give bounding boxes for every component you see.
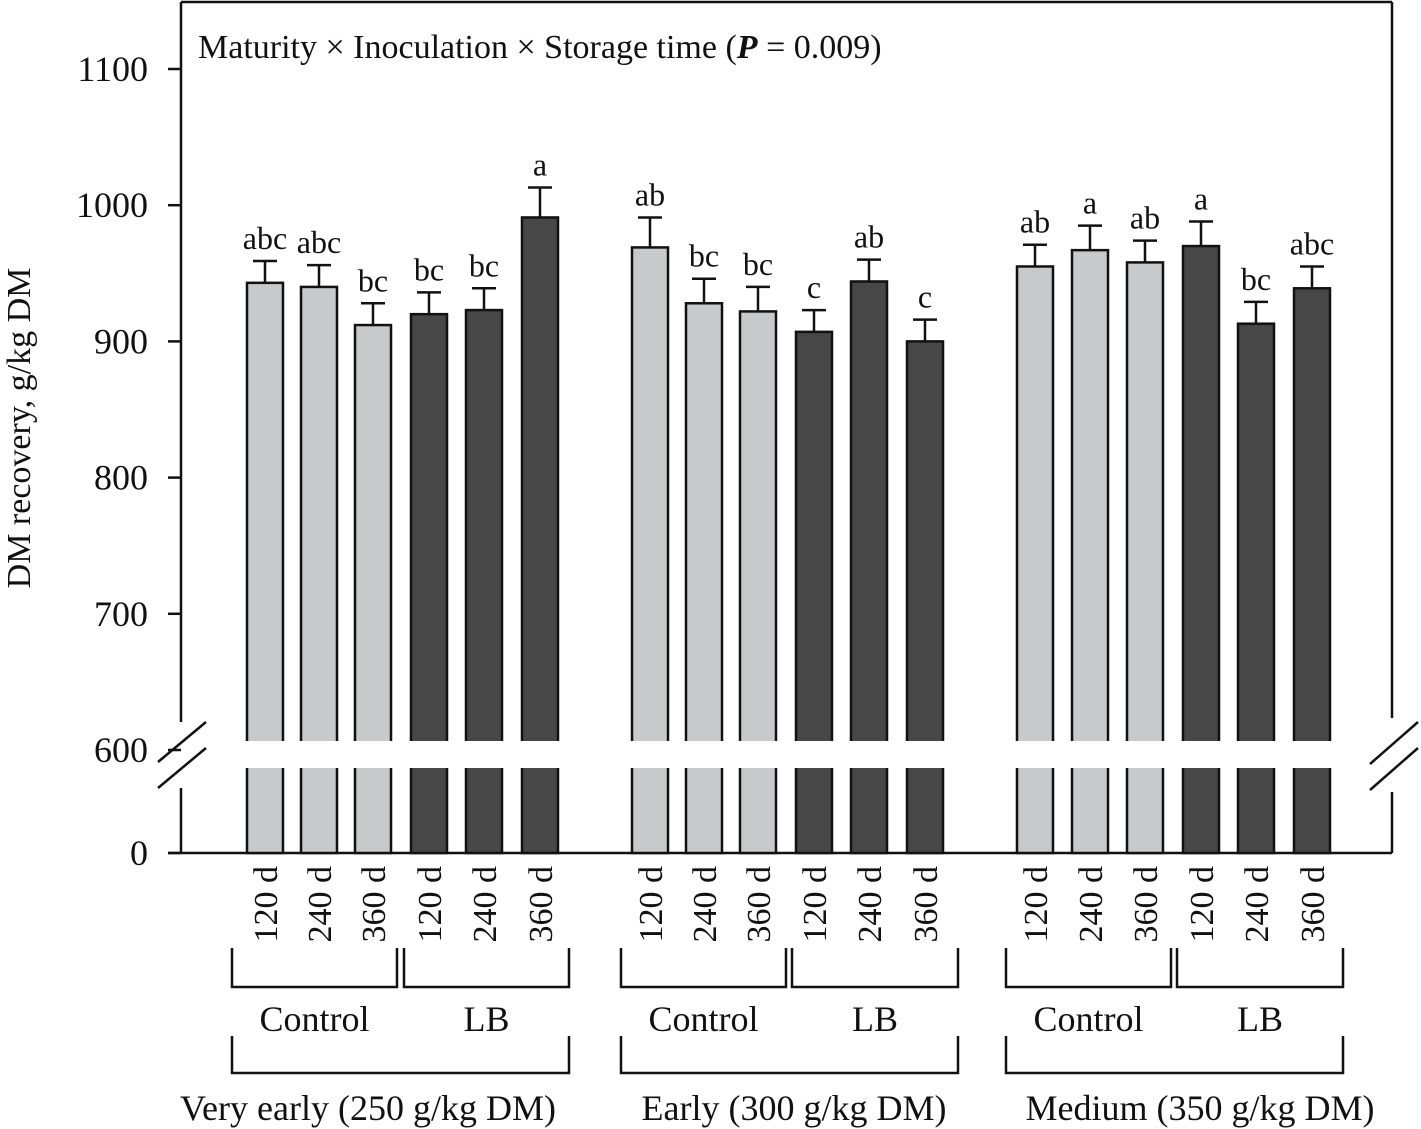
inoculation-label: Control	[1033, 999, 1143, 1039]
x-tick-label: 240 d	[302, 866, 339, 943]
significance-label: bc	[1241, 261, 1271, 297]
x-tick-label: 240 d	[1239, 866, 1276, 943]
significance-label: ab	[1130, 200, 1160, 236]
x-tick-label: 120 d	[797, 866, 834, 943]
bar	[355, 325, 391, 853]
bar	[1294, 288, 1330, 853]
x-tick-label: 120 d	[1184, 866, 1221, 943]
maturity-label: Very early (250 g/kg DM)	[180, 1088, 556, 1128]
bar	[1238, 324, 1274, 853]
significance-label: bc	[743, 246, 773, 282]
significance-label: bc	[414, 251, 444, 287]
x-tick-label: 360 d	[1295, 866, 1332, 943]
maturity-label: Medium (350 g/kg DM)	[1026, 1088, 1375, 1128]
right-axis-break-mark-2	[1370, 748, 1418, 790]
significance-label: ab	[1020, 204, 1050, 240]
inoculation-label: LB	[1237, 999, 1283, 1039]
chart-title: Maturity × Inoculation × Storage time (P…	[198, 29, 882, 66]
maturity-bracket	[1006, 1036, 1343, 1073]
dm-recovery-chart: 110010009008007006000abc120 dabc240 dbc3…	[0, 0, 1421, 1129]
y-axis-break-mark-2	[158, 748, 206, 788]
bar-break-gap	[1235, 741, 1277, 768]
inoculation-bracket	[1177, 948, 1343, 987]
significance-label: a	[1083, 185, 1097, 221]
y-tick-label: 600	[94, 730, 148, 770]
x-tick-label: 360 d	[356, 866, 393, 943]
bar	[686, 303, 722, 853]
bar-break-gap	[683, 741, 725, 768]
bar-break-gap	[298, 741, 340, 768]
right-axis-break-mark-1	[1370, 722, 1418, 764]
bar-break-gap	[352, 741, 394, 768]
bar-break-gap	[904, 741, 946, 768]
bar-break-gap	[1014, 741, 1056, 768]
x-tick-label: 120 d	[633, 866, 670, 943]
x-tick-label: 360 d	[908, 866, 945, 943]
significance-label: bc	[358, 262, 388, 298]
inoculation-bracket	[792, 948, 958, 987]
x-tick-label: 120 d	[248, 866, 285, 943]
bars	[244, 187, 1333, 853]
bar	[411, 314, 447, 853]
inoculation-label: Control	[259, 999, 369, 1039]
bar-break-gap	[1180, 741, 1222, 768]
bar	[796, 332, 832, 853]
bar-break-gap	[737, 741, 779, 768]
bar	[907, 341, 943, 853]
bar-break-gap	[793, 741, 835, 768]
bar-break-gap	[629, 741, 671, 768]
significance-label: ab	[635, 176, 665, 212]
significance-label: a	[1194, 181, 1208, 217]
bar-break-gap	[1069, 741, 1111, 768]
bar-break-gap	[519, 741, 561, 768]
inoculation-bracket	[404, 948, 569, 987]
plot-frame	[158, 2, 1418, 1073]
y-tick-label: 900	[94, 321, 148, 361]
significance-label: bc	[689, 238, 719, 274]
significance-label: abc	[243, 220, 287, 256]
x-tick-label: 240 d	[687, 866, 724, 943]
y-tick-label: 1000	[76, 185, 148, 225]
x-tick-label: 360 d	[523, 866, 560, 943]
significance-label: abc	[297, 224, 341, 260]
bar-break-gap	[848, 741, 890, 768]
bar	[466, 310, 502, 853]
significance-label: bc	[469, 247, 499, 283]
significance-label: ab	[854, 219, 884, 255]
inoculation-label: LB	[463, 999, 509, 1039]
significance-label: c	[807, 269, 821, 305]
maturity-label: Early (300 g/kg DM)	[642, 1088, 947, 1128]
significance-label: c	[918, 279, 932, 315]
bar-break-gap	[1291, 741, 1333, 768]
significance-label: a	[533, 146, 547, 182]
bar-break-gap	[408, 741, 450, 768]
maturity-bracket	[232, 1036, 569, 1073]
bar	[740, 311, 776, 853]
bar-break-gap	[1124, 741, 1166, 768]
x-tick-label: 240 d	[1073, 866, 1110, 943]
x-tick-label: 120 d	[412, 866, 449, 943]
y-axis-break-mark-1	[158, 722, 206, 762]
y-axis-label: DM recovery, g/kg DM	[1, 268, 38, 589]
significance-label: abc	[1290, 225, 1334, 261]
x-tick-label: 360 d	[1128, 866, 1165, 943]
y-tick-label: 700	[94, 594, 148, 634]
y-tick-label: 1100	[77, 49, 148, 89]
x-tick-label: 120 d	[1018, 866, 1055, 943]
x-tick-label: 240 d	[852, 866, 889, 943]
inoculation-bracket	[621, 948, 786, 987]
inoculation-label: LB	[852, 999, 898, 1039]
x-tick-label: 240 d	[467, 866, 504, 943]
bar-break-gap	[244, 741, 286, 768]
maturity-bracket	[621, 1036, 958, 1073]
inoculation-bracket	[232, 948, 397, 987]
y-tick-label: 800	[94, 458, 148, 498]
inoculation-label: Control	[648, 999, 758, 1039]
bar-break-gap	[463, 741, 505, 768]
bar	[301, 287, 337, 853]
y-tick-label: 0	[130, 833, 148, 873]
x-tick-label: 360 d	[741, 866, 778, 943]
inoculation-bracket	[1006, 948, 1171, 987]
